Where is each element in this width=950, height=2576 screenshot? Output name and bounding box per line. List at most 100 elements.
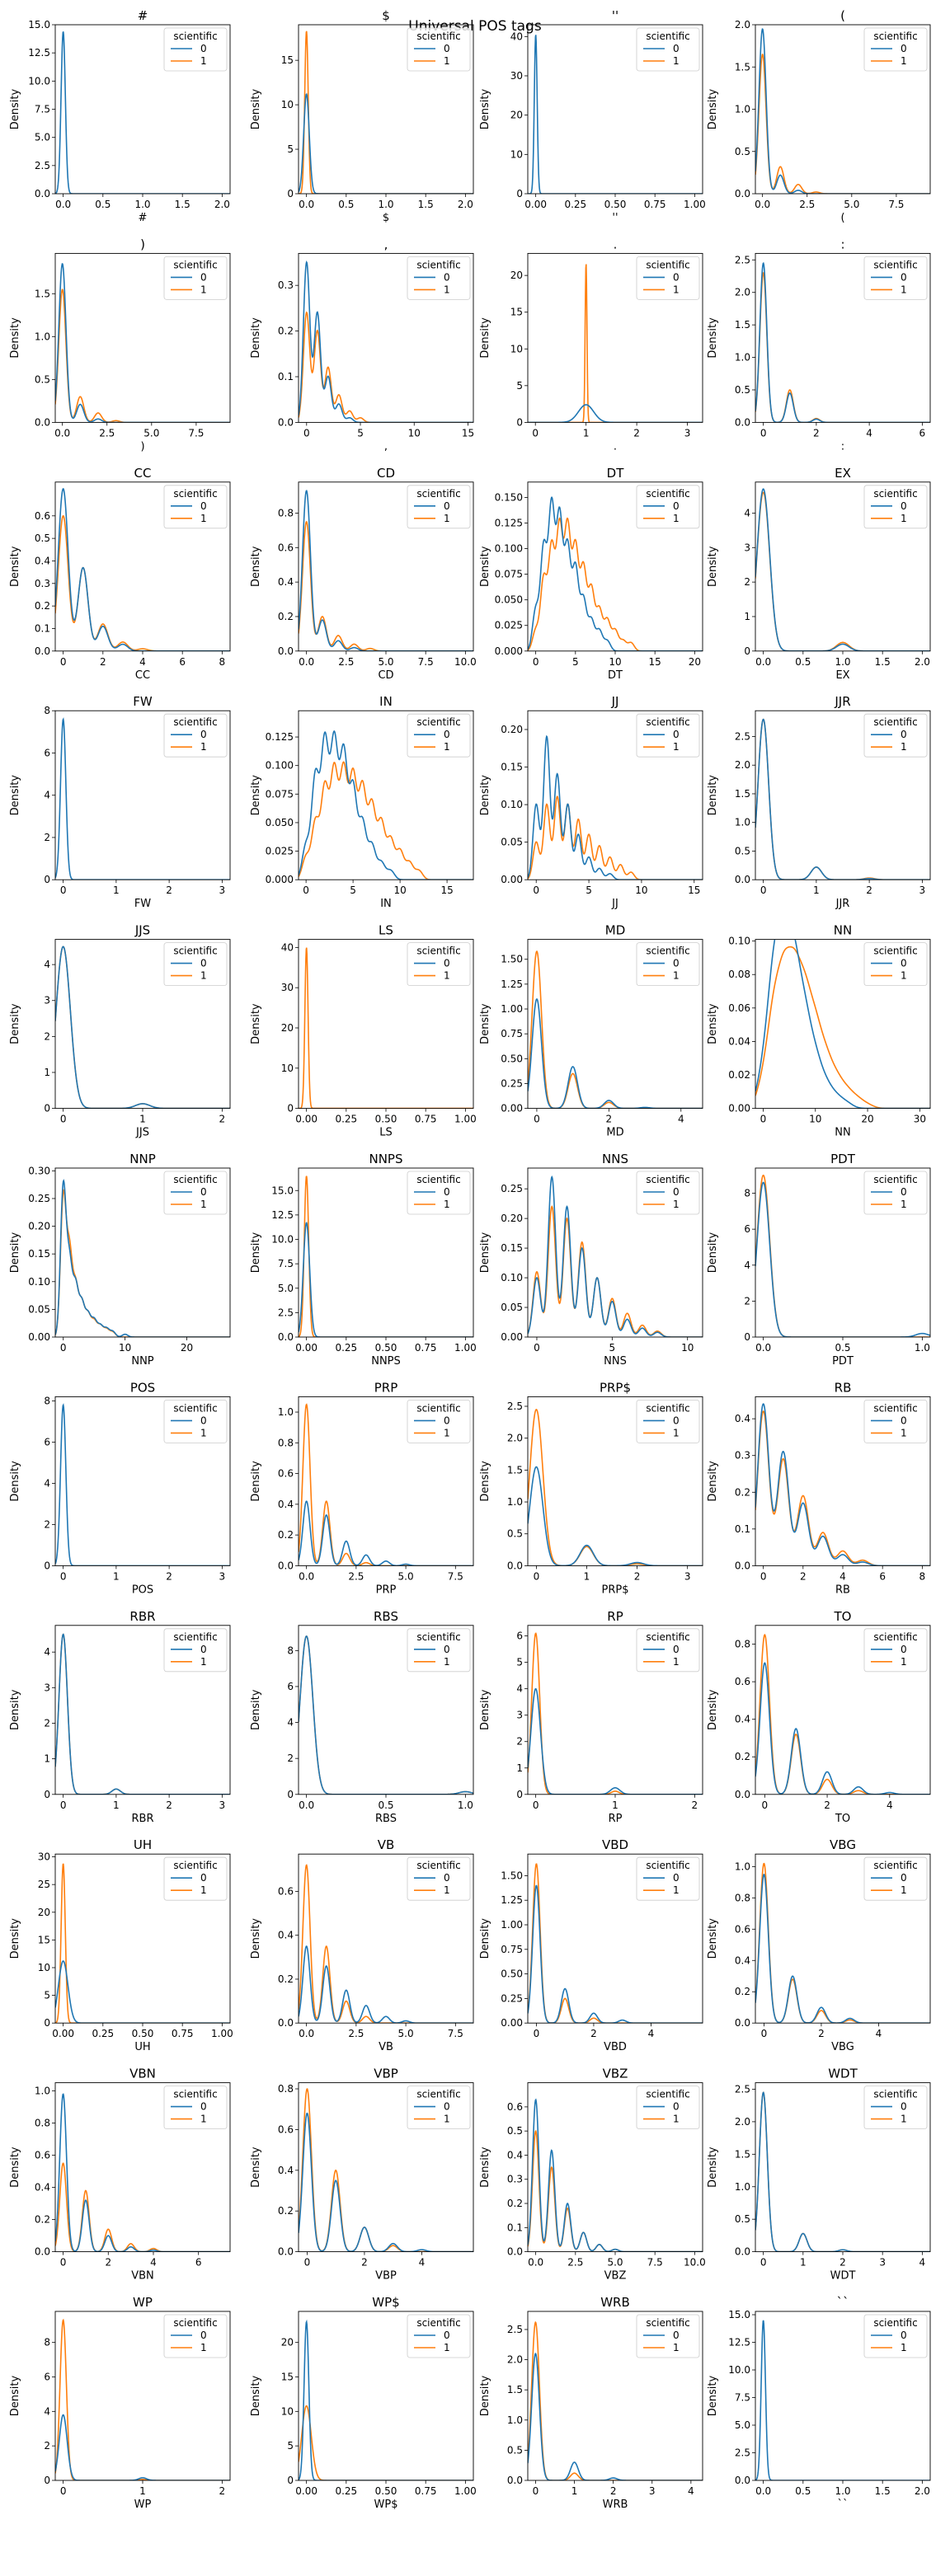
x-tick-label: 0.5 <box>835 1342 850 1354</box>
legend-label-0: 0 <box>901 2101 907 2113</box>
plot-frame <box>527 24 703 195</box>
legend-label-1: 1 <box>901 1656 907 1668</box>
x-axis-label: VBD <box>604 2041 627 2053</box>
x-tick-label: 1.00 <box>454 1342 477 1354</box>
legend-box <box>863 942 928 986</box>
x-tick-label: 5 <box>572 656 579 668</box>
y-axis-label: Density <box>250 775 262 816</box>
y-tick-label: 0.4 <box>35 555 50 566</box>
legend-title: scientific <box>173 2089 217 2100</box>
y-tick-label: 0.25 <box>28 1193 50 1204</box>
density-line-1 <box>299 311 473 423</box>
plot-frame <box>527 252 703 423</box>
legend-title: scientific <box>873 945 917 957</box>
x-tick-label: 10.0 <box>454 656 477 668</box>
y-tick-label: 2 <box>44 1030 50 1042</box>
y-tick-label: 0.0 <box>735 1789 750 1800</box>
subplot-title: LS <box>379 923 393 938</box>
y-tick-label: 0.15 <box>501 1242 523 1254</box>
y-tick-label: 0.6 <box>735 1676 750 1687</box>
legend-title: scientific <box>873 1860 917 1871</box>
x-tick-label: 0.50 <box>375 1342 397 1354</box>
legend-title: scientific <box>173 716 217 728</box>
x-axis-label: UH <box>134 2041 150 2053</box>
legend-box <box>163 1171 228 1215</box>
y-tick-label: 0 <box>44 1560 50 1571</box>
y-axis-label: Density <box>250 2147 262 2188</box>
y-tick-label: 0.30 <box>28 1165 50 1176</box>
y-tick-label: 0.15 <box>28 1248 50 1260</box>
subplot-title: RBR <box>129 1609 155 1624</box>
density-line-1 <box>528 1205 703 1337</box>
plot-frame <box>298 1167 474 1338</box>
y-tick-label: 0.2 <box>278 1973 294 1985</box>
x-tick-label: 2.0 <box>915 2485 930 2497</box>
subplot-title: JJS <box>134 923 150 938</box>
x-tick-label: 1.5 <box>875 2485 891 2497</box>
x-tick-label: 2.0 <box>458 199 473 210</box>
legend-box <box>863 485 928 529</box>
x-tick-label: 0 <box>760 2257 767 2269</box>
density-line-0 <box>55 1179 230 1337</box>
y-tick-label: 1.0 <box>507 2414 523 2426</box>
legend-title: scientific <box>646 716 689 728</box>
density-line-1 <box>55 2318 230 2480</box>
legend-label-0: 0 <box>673 958 680 969</box>
x-tick-label: 10.0 <box>684 2257 706 2269</box>
y-tick-label: 0 <box>44 1789 50 1800</box>
y-tick-label: 2.5 <box>735 730 750 742</box>
y-tick-label: 20 <box>510 110 523 121</box>
legend-title: scientific <box>416 259 460 270</box>
y-tick-label: 0.0 <box>735 2475 750 2486</box>
y-tick-label: 25 <box>38 1879 50 1890</box>
x-tick-label: 5.0 <box>607 2257 623 2269</box>
x-axis-label: PDT <box>832 1355 854 1368</box>
x-tick-label: 0 <box>60 2257 67 2269</box>
plot-frame <box>54 1167 231 1338</box>
y-axis-label: Density <box>707 2375 719 2416</box>
y-tick-label: 2.0 <box>735 2116 750 2128</box>
x-tick-label: 1 <box>113 1799 120 1811</box>
legend-title: scientific <box>416 30 460 42</box>
plot-frame <box>527 939 703 1110</box>
density-line-0 <box>755 1662 930 1795</box>
y-axis-label: Density <box>479 1232 491 1273</box>
legend-title: scientific <box>416 1402 460 1414</box>
y-tick-label: 0.00 <box>501 1103 523 1114</box>
density-line-1 <box>55 2162 230 2252</box>
legend-label-1: 1 <box>673 55 680 67</box>
subplot-title: '' <box>612 8 618 23</box>
y-tick-label: 10 <box>510 148 523 160</box>
legend-box <box>636 1171 700 1215</box>
subplot-title: RP <box>607 1609 623 1624</box>
y-tick-label: 8 <box>287 1645 294 1656</box>
legend-label-1: 1 <box>901 2114 907 2125</box>
plot-frame <box>298 24 474 195</box>
y-tick-label: 4 <box>516 1683 523 1695</box>
y-tick-label: 20 <box>281 2337 294 2348</box>
plot-frame <box>527 710 703 880</box>
subplot-31: TO0 2 40.00.20.40.60.8TODensityscientific0… <box>707 1609 931 1825</box>
subplot-title: IN <box>379 694 393 709</box>
y-tick-label: 2.0 <box>735 19 750 30</box>
y-axis-label: Density <box>250 1689 262 1730</box>
y-tick-label: 2 <box>287 1753 294 1764</box>
x-tick-label: 0 <box>534 1114 540 1125</box>
x-tick-label: 15 <box>462 427 474 439</box>
x-axis-label: CC <box>135 669 150 682</box>
y-tick-label: 15 <box>38 1934 50 1945</box>
y-tick-label: 0 <box>287 1103 294 1114</box>
legend-label-0: 0 <box>901 500 907 512</box>
x-tick-label: 1 <box>800 2257 807 2269</box>
density-line-0 <box>755 488 930 651</box>
y-tick-label: 3 <box>516 1710 523 1721</box>
subplot-title: CD <box>377 466 395 481</box>
subplot-8: CC 0 2 4 6 8 0.0 0.1 0.2 0.3 0.4 0.5 0.6 CC Density sci… <box>9 466 231 682</box>
x-tick-label: 0.5 <box>95 199 111 210</box>
